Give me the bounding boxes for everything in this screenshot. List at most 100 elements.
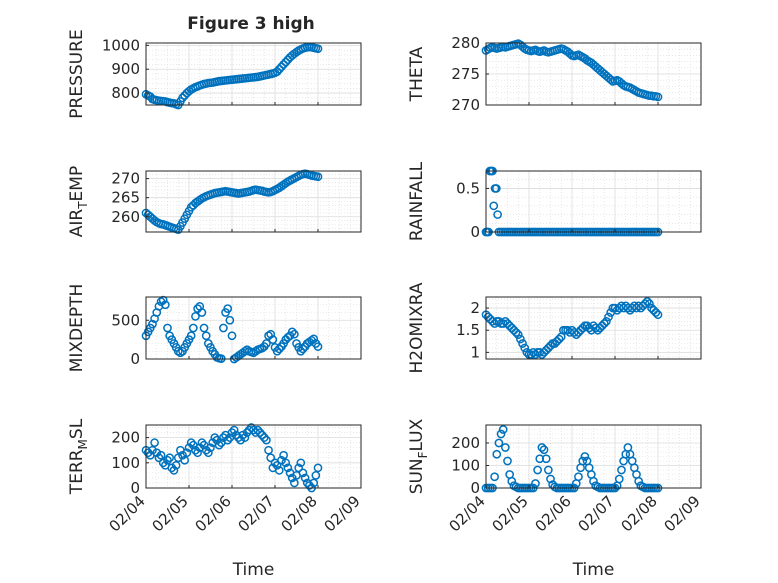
series-markers [141, 169, 323, 235]
data-point [191, 312, 200, 321]
data-point [210, 433, 220, 442]
y-axis-label: RAINFALL [407, 161, 427, 241]
series-markers [141, 423, 323, 493]
data-point [259, 433, 269, 442]
axes-box [485, 170, 702, 233]
y-axis-label: SUNFLUX [407, 418, 430, 494]
data-point [498, 425, 508, 434]
data-point [158, 458, 168, 468]
data-point [576, 325, 585, 335]
data-point [522, 348, 532, 357]
data-point [274, 64, 284, 74]
x-axis-label: Time [572, 560, 615, 580]
data-point [653, 92, 663, 102]
data-point [197, 308, 207, 317]
data-point [201, 445, 211, 455]
data-point [552, 336, 562, 346]
data-point [257, 343, 267, 353]
data-point [584, 323, 594, 333]
data-point [266, 453, 276, 463]
data-point [268, 335, 278, 344]
y-tick-label: 260 [111, 208, 140, 226]
data-point [602, 317, 611, 326]
data-point [507, 476, 517, 486]
data-point [544, 343, 553, 353]
data-point [496, 429, 506, 439]
data-point [262, 435, 271, 445]
data-point [582, 321, 592, 331]
data-point [571, 330, 581, 339]
data-point [274, 466, 284, 475]
figure-title: Figure 3 high [187, 14, 315, 34]
data-point [236, 435, 245, 445]
data-point [642, 297, 652, 306]
data-point [488, 317, 497, 326]
y-axis-label: THETA [407, 46, 427, 102]
y-tick-label: 200 [451, 434, 480, 452]
data-point [238, 430, 248, 440]
data-point [225, 315, 235, 325]
y-tick-label: 1 [470, 343, 480, 361]
data-point [491, 184, 501, 193]
y-tick-label: 100 [111, 454, 140, 472]
data-point [281, 458, 291, 468]
data-point [535, 454, 545, 464]
y-axis-label: PRESSURE [67, 29, 87, 118]
data-point [277, 62, 286, 72]
data-point [305, 481, 314, 490]
data-point [537, 350, 547, 359]
data-point [156, 450, 166, 460]
data-point [152, 448, 162, 458]
y-tick-label: 500 [111, 311, 140, 329]
data-point [539, 348, 549, 357]
data-point [253, 425, 263, 435]
data-point [634, 476, 644, 486]
data-point [544, 465, 553, 475]
subplot-4: 0 0.5 RAINFALL [407, 161, 702, 241]
y-tick-label: 900 [111, 60, 140, 78]
axes-box [485, 296, 702, 360]
data-point [169, 466, 179, 475]
data-point [290, 329, 299, 339]
data-point [223, 435, 233, 445]
data-point [227, 428, 237, 437]
y-axis-label: MIXDEPTH [67, 284, 87, 373]
data-point [640, 299, 650, 308]
data-point [240, 433, 250, 442]
data-point [589, 476, 598, 486]
data-point [313, 44, 323, 54]
data-point [507, 323, 517, 333]
data-point [587, 325, 596, 335]
data-point [296, 346, 306, 356]
y-axis-label: TERRMSL [67, 418, 90, 495]
data-point [490, 472, 499, 482]
data-point [186, 438, 196, 447]
data-point [541, 345, 551, 355]
y-tick-label: 0 [130, 350, 140, 368]
data-point [290, 478, 299, 488]
axes-box [145, 42, 362, 106]
data-point [546, 341, 555, 351]
data-point [614, 474, 624, 484]
data-point [283, 463, 293, 473]
series-markers [481, 39, 663, 102]
data-point [595, 323, 605, 333]
y-tick-label: 0 [470, 479, 480, 497]
data-point [266, 329, 276, 339]
data-point [493, 210, 502, 219]
data-point [597, 321, 607, 331]
data-point [186, 331, 196, 341]
data-point [287, 473, 297, 483]
subplot-2: 270 275 280 THETA [407, 34, 702, 114]
data-point [150, 216, 159, 225]
subplot-6: 1 1.5 2 H2OMIXRA [407, 282, 702, 374]
data-point [296, 458, 306, 468]
data-point [163, 323, 172, 333]
y-tick-label: 275 [451, 65, 480, 83]
data-point [272, 346, 282, 356]
data-point [518, 339, 527, 348]
data-point [163, 455, 172, 465]
data-point [503, 456, 512, 466]
data-point [214, 440, 224, 450]
